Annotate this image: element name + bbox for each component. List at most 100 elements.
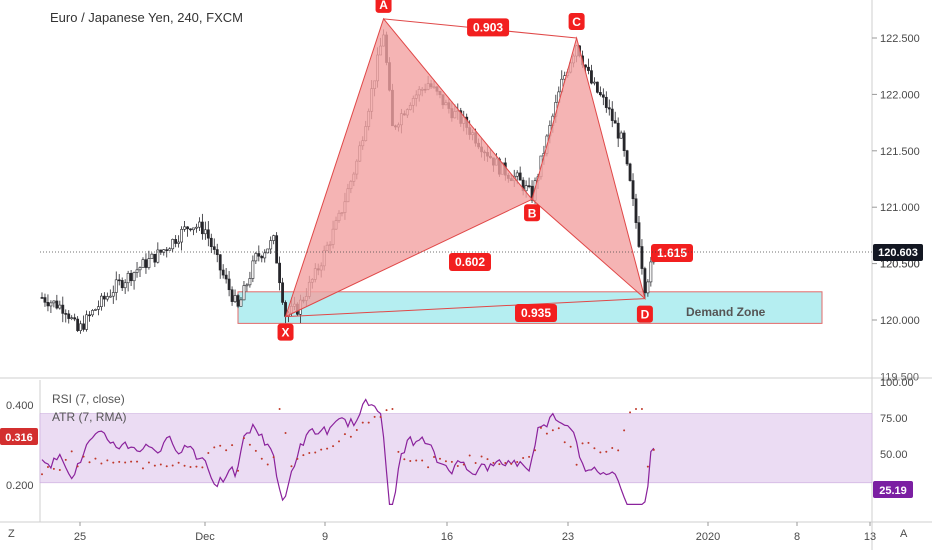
pattern-line-xd bbox=[285, 298, 645, 318]
rsi-tick-label: 50.00 bbox=[880, 449, 908, 461]
candle-body bbox=[129, 272, 133, 282]
candle-body bbox=[61, 304, 65, 314]
candle-body bbox=[631, 180, 635, 200]
atr-dot bbox=[587, 441, 590, 444]
candle-body bbox=[153, 253, 157, 263]
candle-body bbox=[198, 221, 201, 228]
candle-body bbox=[524, 185, 528, 192]
atr-dot bbox=[136, 460, 139, 463]
candle-body bbox=[233, 295, 237, 302]
candle-body bbox=[177, 241, 181, 244]
atr-dot bbox=[296, 457, 299, 460]
atr-dot bbox=[468, 454, 471, 457]
candle-body bbox=[88, 314, 91, 317]
candle-body bbox=[269, 240, 273, 250]
time-tick-label: 16 bbox=[441, 531, 453, 543]
atr-dot bbox=[177, 461, 180, 464]
rsi-value-tag bbox=[873, 481, 913, 498]
price-axis: 120.000 120.500 121.000 121.500 122.000 122.5… bbox=[872, 33, 920, 383]
candle-body bbox=[613, 120, 617, 124]
atr-axis: 0.400 0.200 bbox=[6, 400, 34, 492]
candle-body bbox=[616, 122, 620, 139]
price-tick-label: 119.500 bbox=[880, 371, 919, 383]
point-label: B bbox=[528, 206, 537, 220]
atr-dot bbox=[635, 408, 637, 410]
candle-body bbox=[200, 221, 204, 235]
candle-body bbox=[236, 295, 240, 307]
candle-body bbox=[643, 268, 647, 294]
point-label: C bbox=[572, 15, 581, 29]
pattern-triangle-bcd bbox=[531, 36, 646, 301]
atr-dot bbox=[254, 449, 257, 452]
atr-dot bbox=[159, 463, 162, 466]
atr-dot bbox=[498, 463, 501, 466]
candle-body bbox=[165, 249, 169, 251]
candle-body bbox=[272, 235, 276, 241]
candle-body bbox=[46, 302, 50, 307]
atr-dot bbox=[231, 444, 234, 447]
candle-body bbox=[242, 285, 246, 301]
candle-body bbox=[186, 226, 189, 230]
atr-dot bbox=[248, 443, 251, 446]
atr-dot bbox=[343, 433, 346, 436]
atr-dot bbox=[213, 446, 216, 449]
candle-body bbox=[239, 299, 243, 307]
candle-body bbox=[227, 278, 231, 291]
atr-dot bbox=[563, 441, 566, 444]
atr-dot bbox=[320, 448, 323, 451]
candle-body bbox=[649, 261, 653, 283]
atr-dot bbox=[611, 447, 614, 450]
atr-dot bbox=[242, 437, 245, 440]
candle-body bbox=[183, 226, 186, 230]
atr-legend: ATR (7, RMA) bbox=[52, 410, 126, 424]
atr-dot bbox=[474, 461, 477, 464]
atr-dot bbox=[332, 445, 335, 448]
atr-dot bbox=[88, 461, 91, 464]
candle-body bbox=[135, 269, 139, 273]
point-label: A bbox=[379, 0, 388, 12]
time-tick-label: Dec bbox=[195, 531, 215, 543]
candle-body bbox=[587, 66, 590, 71]
corner-label-left: Z bbox=[8, 528, 15, 540]
atr-dot bbox=[492, 461, 495, 464]
last-price-tag bbox=[873, 243, 923, 261]
candle-body bbox=[590, 70, 593, 84]
atr-dot bbox=[70, 450, 73, 453]
atr-dot bbox=[539, 426, 542, 429]
candle-body bbox=[111, 292, 115, 297]
candle-body bbox=[108, 295, 112, 298]
candle-body bbox=[55, 300, 59, 309]
candle-body bbox=[607, 107, 611, 110]
candle-body bbox=[218, 254, 222, 271]
atr-value-tag bbox=[0, 428, 38, 445]
price-tick-label: 120.500 bbox=[880, 259, 920, 271]
atr-dot bbox=[545, 432, 548, 435]
candle-body bbox=[584, 64, 587, 68]
candle-body bbox=[73, 317, 77, 320]
atr-dot bbox=[391, 408, 394, 410]
ratio-label-box bbox=[449, 253, 491, 271]
atr-dot bbox=[516, 460, 519, 463]
atr-dot bbox=[52, 467, 55, 470]
candle-body bbox=[206, 229, 210, 239]
atr-dot bbox=[153, 464, 156, 467]
atr-dot bbox=[510, 462, 513, 465]
atr-dot bbox=[433, 456, 436, 459]
atr-dot bbox=[237, 469, 240, 472]
last-price-value: 120.603 bbox=[878, 247, 918, 259]
atr-dot bbox=[183, 464, 186, 467]
candle-body bbox=[162, 249, 166, 253]
atr-dot bbox=[260, 457, 263, 460]
candle-body bbox=[260, 255, 264, 259]
atr-dot bbox=[349, 435, 352, 438]
candle-body bbox=[230, 289, 234, 302]
candle-body bbox=[132, 272, 136, 282]
pattern-triangle-xab bbox=[284, 17, 533, 318]
atr-dot bbox=[112, 461, 115, 464]
atr-dot bbox=[652, 448, 655, 451]
rsi-tick-label: 100.00 bbox=[880, 377, 914, 389]
atr-dot bbox=[450, 460, 453, 463]
candle-body bbox=[595, 81, 599, 93]
ratio-label-box bbox=[467, 18, 510, 37]
